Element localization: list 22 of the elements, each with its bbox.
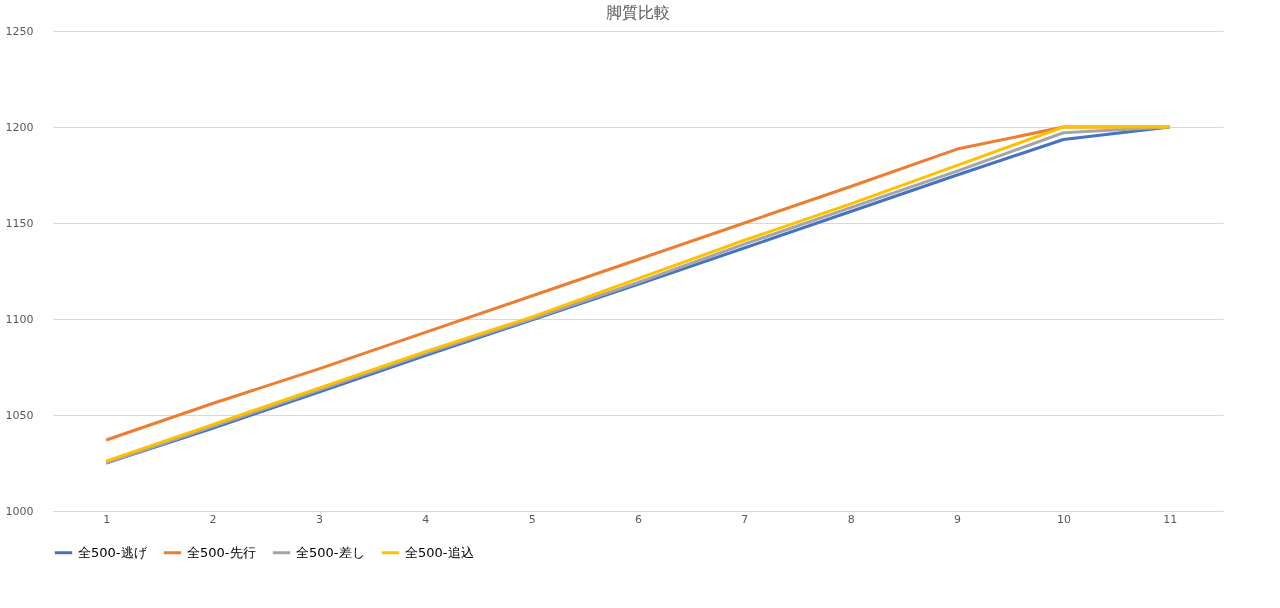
x-tick-label: 7 xyxy=(741,512,749,526)
legend-label: 全500-先行 xyxy=(187,544,256,560)
x-tick-label: 5 xyxy=(528,512,536,526)
y-tick-label: 1150 xyxy=(5,216,34,230)
x-tick-label: 1 xyxy=(103,512,111,526)
x-tick-label: 2 xyxy=(209,512,217,526)
x-tick-label: 11 xyxy=(1163,512,1178,526)
x-tick-label: 4 xyxy=(422,512,430,526)
y-tick-label: 1200 xyxy=(5,120,34,134)
x-tick-label: 8 xyxy=(847,512,855,526)
x-tick-label: 6 xyxy=(635,512,642,526)
y-tick-label: 1000 xyxy=(5,504,34,518)
legend-label: 全500-追込 xyxy=(405,544,474,560)
y-tick-label: 1050 xyxy=(5,408,34,422)
legend-label: 全500-差し xyxy=(296,544,365,560)
y-tick-label: 1250 xyxy=(5,24,34,38)
y-tick-label: 1100 xyxy=(5,312,34,326)
x-tick-label: 9 xyxy=(954,512,962,526)
x-tick-label: 3 xyxy=(315,512,323,526)
legend-label: 全500-逃げ xyxy=(78,544,148,560)
x-tick-label: 10 xyxy=(1056,512,1071,526)
chart-title: 脚質比較 xyxy=(606,3,670,22)
